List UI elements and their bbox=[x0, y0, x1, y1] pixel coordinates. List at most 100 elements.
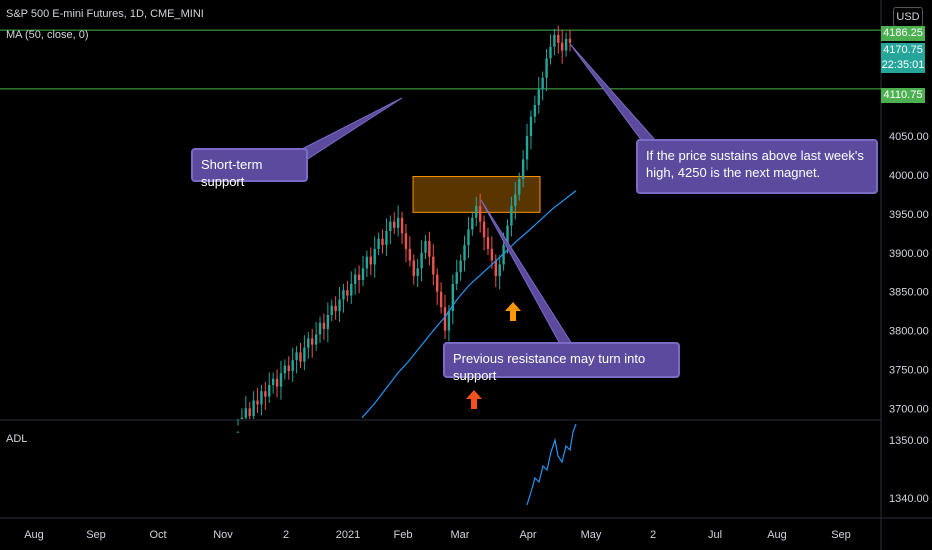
candle-body bbox=[342, 290, 345, 300]
candle-body bbox=[385, 231, 388, 245]
candle-body bbox=[264, 391, 267, 397]
candle-body bbox=[416, 268, 419, 277]
x-tick-label: 2 bbox=[283, 529, 289, 541]
y-tick-label: 4000.00 bbox=[889, 170, 929, 182]
y-tick-label: 3900.00 bbox=[889, 248, 929, 260]
candle-body bbox=[439, 291, 443, 308]
candle-body bbox=[478, 206, 482, 222]
currency-button[interactable]: USD bbox=[893, 7, 923, 27]
candle-body bbox=[369, 256, 372, 265]
y-tick-label: 3950.00 bbox=[889, 209, 929, 221]
candle-body bbox=[299, 352, 302, 362]
candle-body bbox=[275, 378, 279, 387]
candle-body bbox=[459, 260, 462, 273]
ma-legend: MA (50, close, 0) bbox=[6, 29, 89, 41]
candle-body bbox=[334, 305, 337, 312]
candle-body bbox=[455, 272, 458, 284]
candle-body bbox=[436, 274, 439, 292]
symbol-legend: S&P 500 E-mini Futures, 1D, CME_MINI bbox=[6, 8, 204, 20]
candle-body bbox=[494, 260, 497, 277]
x-tick-label: Nov bbox=[213, 529, 233, 541]
candle-body bbox=[311, 338, 314, 345]
adl-tick-label: 1350.00 bbox=[889, 435, 929, 447]
candle-body bbox=[307, 338, 310, 348]
candle-body bbox=[529, 116, 533, 137]
y-tick-label: 3700.00 bbox=[889, 403, 929, 415]
candle-body bbox=[314, 334, 318, 345]
candle-body bbox=[291, 360, 294, 371]
y-tick-label: 3800.00 bbox=[889, 326, 929, 338]
candle-body bbox=[525, 136, 529, 160]
candle-body bbox=[412, 260, 415, 277]
candle-body bbox=[404, 233, 408, 249]
candle-body bbox=[303, 347, 306, 362]
candle-body bbox=[451, 283, 455, 312]
candle-body bbox=[357, 274, 361, 280]
candle-body bbox=[381, 238, 384, 245]
candle-body bbox=[377, 238, 380, 249]
x-tick-label: Mar bbox=[451, 529, 470, 541]
x-tick-label: Sep bbox=[86, 529, 106, 541]
y-tick-label: 3850.00 bbox=[889, 287, 929, 299]
candle-body bbox=[490, 248, 494, 261]
candle-body bbox=[326, 315, 330, 329]
candle-body bbox=[428, 241, 431, 257]
candle-body bbox=[353, 274, 357, 284]
candle-body bbox=[252, 400, 255, 417]
adl-legend: ADL bbox=[6, 433, 28, 445]
callout-next-magnet[interactable]: If the price sustains above last week's … bbox=[636, 139, 878, 194]
arrow-up-red-icon bbox=[466, 390, 482, 409]
candle-body bbox=[350, 283, 353, 296]
candle-body bbox=[268, 385, 271, 397]
candle-body bbox=[408, 248, 412, 261]
candle-body bbox=[564, 38, 568, 51]
callout-previous-resistance[interactable]: Previous resistance may turn into suppor… bbox=[443, 342, 680, 383]
candle-body bbox=[471, 217, 474, 230]
candle-body bbox=[514, 194, 517, 207]
x-tick-label: Oct bbox=[149, 529, 166, 541]
candle-body bbox=[287, 365, 290, 371]
x-tick-label: Sep bbox=[831, 529, 851, 541]
countdown-tag: 22:35:01 bbox=[881, 58, 925, 73]
candle-body bbox=[537, 89, 540, 105]
y-tick-label: 3750.00 bbox=[889, 364, 929, 376]
candle-body bbox=[545, 58, 548, 78]
candle-body bbox=[475, 206, 478, 218]
candle-body bbox=[553, 35, 556, 47]
candle-body bbox=[346, 290, 349, 296]
x-tick-label: Aug bbox=[767, 529, 787, 541]
candle-body bbox=[244, 408, 248, 418]
x-tick-label: Aug bbox=[24, 529, 44, 541]
price-tag-last: 4170.75 bbox=[881, 43, 925, 58]
candle-body bbox=[361, 268, 365, 280]
adl-tick-label: 1340.00 bbox=[889, 493, 929, 505]
candle-body bbox=[443, 307, 447, 331]
price-tag-4110: 4110.75 bbox=[881, 88, 925, 103]
candle-body bbox=[295, 352, 298, 361]
x-tick-label: Feb bbox=[394, 529, 413, 541]
candle-body bbox=[389, 221, 392, 231]
candle-body bbox=[271, 378, 275, 385]
candle-body bbox=[498, 264, 501, 277]
candle-body bbox=[236, 431, 240, 433]
candle-body bbox=[482, 221, 486, 238]
candle-body bbox=[330, 305, 333, 315]
candle-body bbox=[541, 77, 544, 90]
x-tick-label: Apr bbox=[519, 529, 536, 541]
arrow-up-orange-icon bbox=[505, 302, 521, 321]
candle-body bbox=[393, 221, 396, 228]
x-tick-label: 2 bbox=[650, 529, 656, 541]
moving-average-line bbox=[361, 190, 577, 419]
candle-body bbox=[518, 178, 521, 195]
candle-body bbox=[283, 365, 287, 374]
candle-body bbox=[463, 245, 466, 261]
candle-body bbox=[248, 408, 251, 417]
candle-body bbox=[338, 299, 341, 312]
candle-body bbox=[279, 373, 283, 387]
candle-body bbox=[400, 217, 404, 234]
candle-body bbox=[533, 105, 537, 117]
callout-short-term-support[interactable]: Short-term support bbox=[191, 148, 308, 189]
candle-body bbox=[365, 256, 369, 269]
candle-body bbox=[420, 252, 423, 269]
